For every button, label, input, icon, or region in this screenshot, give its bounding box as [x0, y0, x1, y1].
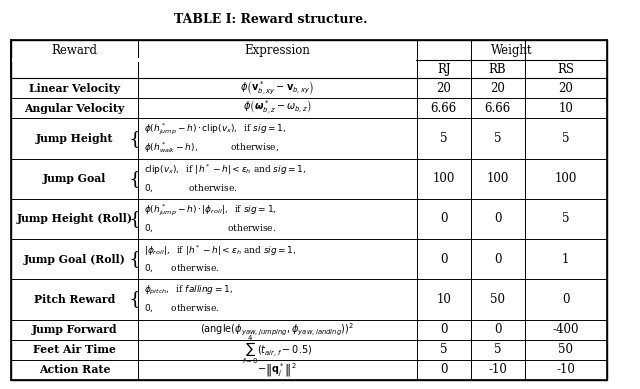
- Text: $0,\quad\;\;$ otherwise.: $0,\quad\;\;$ otherwise.: [144, 302, 220, 314]
- Text: 5: 5: [562, 212, 570, 226]
- Text: Jump Goal (Roll): Jump Goal (Roll): [24, 254, 125, 265]
- Text: 0: 0: [440, 363, 447, 376]
- Text: {: {: [129, 210, 141, 228]
- Text: Jump Goal: Jump Goal: [43, 173, 106, 184]
- Text: -400: -400: [552, 323, 579, 336]
- Text: $\left(\mathrm{angle}\left(\phi_{yaw,jumping}, \phi_{yaw,landing}\right)\right)^: $\left(\mathrm{angle}\left(\phi_{yaw,jum…: [200, 322, 355, 338]
- Text: $\phi(h^*_{walk} - h),\quad\quad\quad\;$ otherwise,: $\phi(h^*_{walk} - h),\quad\quad\quad\;$…: [144, 140, 280, 155]
- Text: 10: 10: [436, 293, 451, 306]
- Text: 6.66: 6.66: [431, 102, 457, 115]
- Text: 6.66: 6.66: [484, 102, 511, 115]
- Text: Linear Velocity: Linear Velocity: [29, 83, 120, 94]
- Text: 100: 100: [433, 172, 455, 185]
- Text: 100: 100: [554, 172, 577, 185]
- Text: {: {: [129, 291, 141, 308]
- Text: 50: 50: [490, 293, 505, 306]
- Bar: [12, 58, 415, 62]
- Text: $0,\quad\;\;$ otherwise.: $0,\quad\;\;$ otherwise.: [144, 262, 220, 274]
- Text: $0,\quad\quad\quad\;\;$ otherwise.: $0,\quad\quad\quad\;\;$ otherwise.: [144, 182, 237, 194]
- Text: 20: 20: [558, 82, 573, 95]
- Text: -10: -10: [556, 363, 575, 376]
- Text: $\phi\left(\boldsymbol{\omega}^*_{b,z} - \omega_{b,z}\right)$: $\phi\left(\boldsymbol{\omega}^*_{b,z} -…: [243, 99, 312, 117]
- Text: $\phi_{pitch},\;$ if $falling = 1,$: $\phi_{pitch},\;$ if $falling = 1,$: [144, 284, 234, 297]
- Text: $\phi(h^*_{jump} - h) \cdot |\phi_{roll}|,\;$ if $sig = 1,$: $\phi(h^*_{jump} - h) \cdot |\phi_{roll}…: [144, 202, 277, 218]
- Text: Action Rate: Action Rate: [39, 364, 110, 375]
- Text: 20: 20: [490, 82, 505, 95]
- Text: $\phi\left(\mathbf{v}^*_{b,xy} - \mathbf{v}_{b,xy}\right)$: $\phi\left(\mathbf{v}^*_{b,xy} - \mathbf…: [240, 79, 314, 97]
- Text: Jump Height: Jump Height: [36, 133, 113, 144]
- Text: 0: 0: [494, 253, 501, 266]
- Text: 5: 5: [494, 132, 501, 145]
- Text: {: {: [129, 130, 141, 147]
- Text: 5: 5: [440, 132, 447, 145]
- Text: 0: 0: [562, 293, 570, 306]
- Text: $0,\quad\quad\quad\quad\quad\quad\quad\quad$ otherwise.: $0,\quad\quad\quad\quad\quad\quad\quad\q…: [144, 222, 276, 234]
- Text: RJ: RJ: [437, 63, 451, 76]
- Text: 5: 5: [440, 343, 447, 356]
- Text: 0: 0: [494, 323, 501, 336]
- Text: 0: 0: [440, 212, 447, 226]
- Text: Angular Velocity: Angular Velocity: [24, 103, 125, 114]
- Text: Feet Air Time: Feet Air Time: [33, 344, 116, 355]
- Text: 0: 0: [494, 212, 501, 226]
- Text: 100: 100: [486, 172, 509, 185]
- Text: -10: -10: [488, 363, 507, 376]
- Text: 20: 20: [436, 82, 451, 95]
- Text: 5: 5: [494, 343, 501, 356]
- Text: $\sum_{f=0}^{4}\left(t_{air,f} - 0.5\right)$: $\sum_{f=0}^{4}\left(t_{air,f} - 0.5\rig…: [242, 333, 312, 366]
- Text: RS: RS: [557, 63, 574, 76]
- Text: 5: 5: [562, 132, 570, 145]
- Text: Pitch Reward: Pitch Reward: [34, 294, 115, 305]
- Text: 10: 10: [558, 102, 573, 115]
- Text: $\phi(h^*_{jump} - h) \cdot \mathrm{clip}(v_x),\;$ if $sig = 1,$: $\phi(h^*_{jump} - h) \cdot \mathrm{clip…: [144, 122, 287, 137]
- Text: Jump Forward: Jump Forward: [32, 324, 117, 335]
- Text: $|\phi_{roll}|,\;$ if $|h^* - h| < \epsilon_h$ and $sig = 1,$: $|\phi_{roll}|,\;$ if $|h^* - h| < \epsi…: [144, 243, 297, 258]
- Text: 1: 1: [562, 253, 570, 266]
- Text: Weight: Weight: [491, 44, 532, 56]
- Text: 50: 50: [558, 343, 573, 356]
- Text: $\mathrm{clip}(v_x),\;$ if $|h^* - h| < \epsilon_h$ and $sig = 1,$: $\mathrm{clip}(v_x),\;$ if $|h^* - h| < …: [144, 163, 307, 177]
- Text: Jump Height (Roll): Jump Height (Roll): [17, 214, 132, 224]
- Text: 0: 0: [440, 323, 447, 336]
- Text: TABLE I: Reward structure.: TABLE I: Reward structure.: [174, 13, 368, 26]
- Text: Reward: Reward: [52, 44, 97, 56]
- Text: 0: 0: [440, 253, 447, 266]
- Text: {: {: [129, 250, 141, 268]
- Text: $-\left\|\mathbf{q}^*_j\right\|^2$: $-\left\|\mathbf{q}^*_j\right\|^2$: [257, 361, 297, 378]
- Text: Expression: Expression: [244, 44, 310, 56]
- Text: RB: RB: [489, 63, 506, 76]
- Text: {: {: [129, 170, 141, 188]
